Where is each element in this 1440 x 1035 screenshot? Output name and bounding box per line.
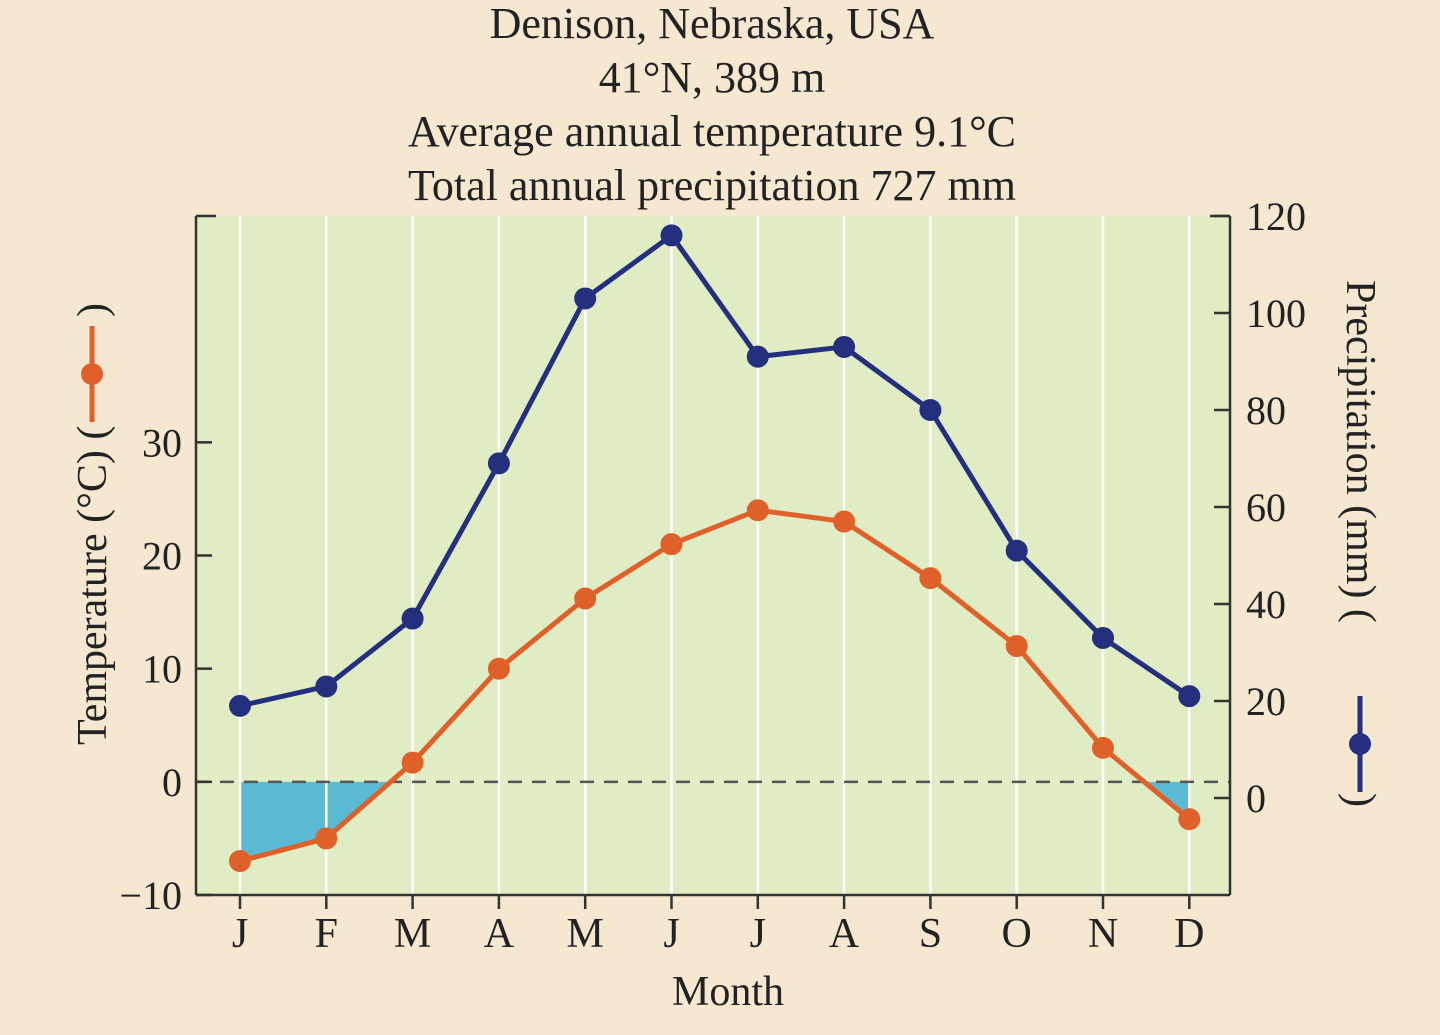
temperature-point [315, 827, 338, 850]
right-paren-close: ) [1337, 793, 1383, 807]
left-tick-label: 30 [142, 420, 182, 465]
precipitation-legend-dot [1349, 733, 1371, 755]
temperature-point [746, 499, 769, 522]
x-tick-label: J [750, 911, 766, 957]
temperature-point [401, 751, 424, 774]
precipitation-point [746, 345, 769, 368]
right-axis-label: Precipitation (mm) ( [1337, 280, 1383, 623]
chart-title: Denison, Nebraska, USA 41°N, 389 m Avera… [408, 0, 1016, 210]
precipitation-line [239, 232, 1191, 709]
left-axis-paren: ) [70, 303, 116, 317]
title-line-4: Total annual precipitation 727 mm [408, 161, 1016, 210]
temperature-point [1092, 736, 1114, 759]
temperature-line [239, 507, 1191, 864]
precipitation-point [1005, 539, 1028, 562]
right-tick-label: 120 [1246, 194, 1306, 239]
title-line-1: Denison, Nebraska, USA [490, 0, 935, 48]
temperature-legend-icon [81, 326, 103, 422]
x-tick-label: A [829, 911, 860, 957]
precipitation-point [229, 694, 251, 717]
right-tick-label: 20 [1246, 679, 1286, 724]
precipitation-point [574, 287, 597, 310]
title-line-2: 41°N, 389 m [599, 53, 826, 102]
series-lines [239, 232, 1191, 864]
left-tick-label: 20 [142, 534, 182, 579]
series-points [229, 224, 1201, 873]
precipitation-point [1092, 626, 1114, 649]
temperature-point [574, 587, 597, 610]
left-tick-label: 10 [142, 647, 182, 692]
precipitation-legend-icon [1349, 696, 1371, 792]
temperature-point [1178, 808, 1201, 831]
temperature-legend-dot [81, 363, 103, 385]
x-axis-label: Month [672, 969, 784, 1015]
precipitation-point [919, 399, 942, 421]
temperature-point [487, 657, 510, 680]
left-tick-label: 0 [162, 760, 182, 805]
right-tick-label: 60 [1246, 485, 1286, 530]
x-tick-label: M [567, 911, 604, 957]
right-tick-label: 80 [1246, 388, 1286, 433]
x-tick-label: D [1174, 911, 1204, 957]
temperature-point [833, 510, 856, 533]
right-axis-paren: ) [1337, 793, 1383, 807]
precipitation-point [1178, 685, 1201, 708]
left-axis-ticks: −10 0 10 20 30 [119, 420, 212, 918]
right-axis-ticks: 0 20 40 60 80 100 120 [1214, 194, 1306, 821]
left-paren-close: ) [70, 303, 116, 317]
temperature-point [229, 850, 251, 873]
precipitation-point [833, 335, 856, 358]
left-axis-label: Temperature (°C) ( [70, 426, 116, 745]
right-tick-label: 0 [1246, 776, 1266, 821]
left-tick-label: −10 [119, 873, 182, 918]
right-tick-label: 40 [1246, 582, 1286, 627]
x-tick-label: M [394, 911, 431, 957]
left-axis-title: Temperature (°C) ( [70, 426, 116, 745]
x-tick-label: J [663, 911, 679, 957]
x-tick-label: A [484, 911, 515, 957]
right-tick-label: 100 [1246, 291, 1306, 336]
x-tick-label: N [1088, 911, 1118, 957]
precipitation-point [660, 224, 683, 247]
title-line-3: Average annual temperature 9.1°C [408, 107, 1016, 156]
x-tick-label: S [919, 911, 942, 957]
temperature-point [919, 567, 942, 590]
precipitation-point [487, 452, 510, 475]
x-tick-label: O [1002, 911, 1032, 957]
frost-area [240, 781, 327, 862]
x-tick-label: J [232, 911, 248, 957]
precipitation-point [315, 675, 338, 698]
temperature-point [660, 533, 683, 556]
x-tick-label: F [315, 911, 338, 957]
temperature-point [1005, 635, 1028, 658]
precipitation-point [401, 607, 424, 630]
right-axis-title: Precipitation (mm) ( [1337, 280, 1383, 623]
